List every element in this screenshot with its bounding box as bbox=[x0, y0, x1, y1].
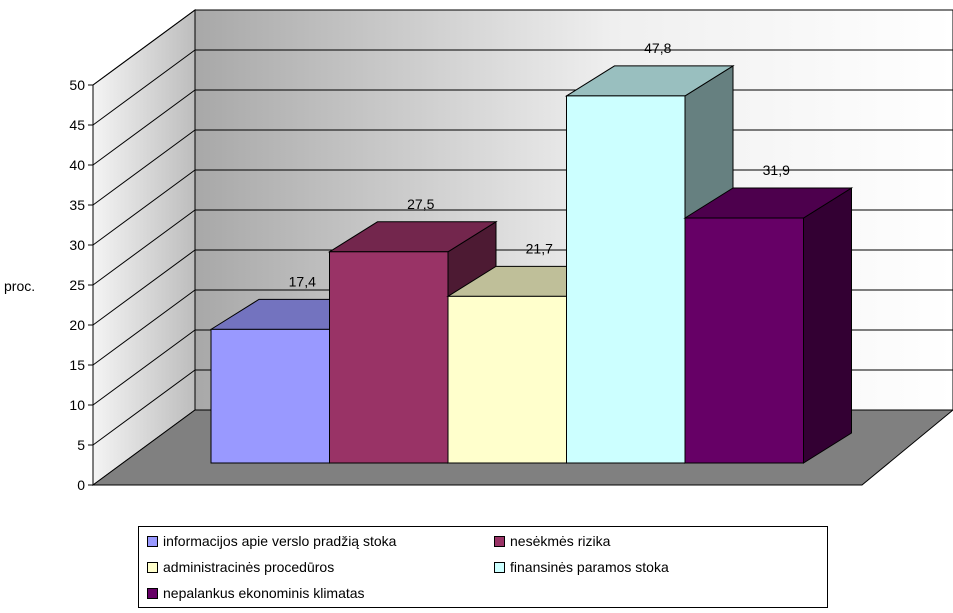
bar-front bbox=[329, 251, 449, 464]
legend-swatch bbox=[147, 535, 158, 547]
bar-5 bbox=[683, 187, 854, 464]
data-label: 47,8 bbox=[644, 40, 671, 56]
bar-front bbox=[566, 95, 686, 464]
legend: informacijos apie verslo pradžią stoka ne… bbox=[138, 526, 828, 608]
y-tick-label: 5 bbox=[77, 437, 85, 453]
bar-front bbox=[210, 328, 330, 464]
bars bbox=[209, 64, 854, 464]
legend-item: informacijos apie verslo pradžią stoka bbox=[147, 533, 396, 549]
y-axis-title: proc. bbox=[4, 278, 35, 294]
gridline-side bbox=[92, 129, 196, 206]
legend-label: finansinės paramos stoka bbox=[510, 559, 669, 575]
legend-item: nepalankus ekonominis klimatas bbox=[147, 585, 365, 601]
gridline-side bbox=[92, 289, 196, 366]
data-labels: 17,4 27,5 21,7 47,8 31,9 bbox=[289, 40, 790, 289]
bar-chart: 0 5 10 15 20 25 30 35 40 45 50 17,4 27,5 21,7 47,8 31,… bbox=[4, 9, 953, 493]
gridline-side bbox=[92, 249, 196, 326]
legend-label: informacijos apie verslo pradžią stoka bbox=[163, 533, 397, 549]
legend-swatch bbox=[494, 561, 505, 573]
gridline-side bbox=[92, 9, 196, 86]
y-tick-label: 0 bbox=[77, 477, 85, 493]
data-label: 27,5 bbox=[407, 196, 434, 212]
legend-item: nesėkmės rizika bbox=[494, 533, 610, 549]
legend-label: administracinės procedūros bbox=[163, 559, 335, 575]
bar-side bbox=[803, 187, 852, 464]
bar-front bbox=[447, 295, 567, 464]
y-tick-label: 45 bbox=[69, 117, 85, 133]
y-tick-label: 20 bbox=[69, 317, 85, 333]
y-tick-label: 50 bbox=[69, 77, 85, 93]
legend-swatch bbox=[147, 561, 158, 573]
gridline-side bbox=[92, 369, 196, 446]
gridline-side bbox=[92, 89, 196, 166]
y-axis: 0 5 10 15 20 25 30 35 40 45 50 bbox=[69, 77, 862, 493]
y-tick-label: 30 bbox=[69, 237, 85, 253]
legend-item: finansinės paramos stoka bbox=[494, 559, 669, 575]
data-label: 31,9 bbox=[763, 162, 790, 178]
data-label: 17,4 bbox=[289, 273, 316, 289]
y-tick-label: 15 bbox=[69, 357, 85, 373]
y-tick-label: 35 bbox=[69, 197, 85, 213]
legend-swatch bbox=[494, 535, 505, 547]
legend-item: administracinės procedūros bbox=[147, 559, 334, 575]
legend-swatch bbox=[147, 587, 158, 599]
gridline-side bbox=[92, 209, 196, 286]
legend-label: nesėkmės rizika bbox=[510, 533, 611, 549]
y-tick-label: 10 bbox=[69, 397, 85, 413]
data-label: 21,7 bbox=[526, 240, 553, 256]
y-tick-label: 40 bbox=[69, 157, 85, 173]
legend-label: nepalankus ekonominis klimatas bbox=[163, 585, 365, 601]
bar-front bbox=[684, 217, 804, 464]
y-tick-label: 25 bbox=[69, 277, 85, 293]
gridline-side bbox=[92, 329, 196, 406]
gridline-side bbox=[92, 49, 196, 126]
gridline-side bbox=[92, 169, 196, 246]
